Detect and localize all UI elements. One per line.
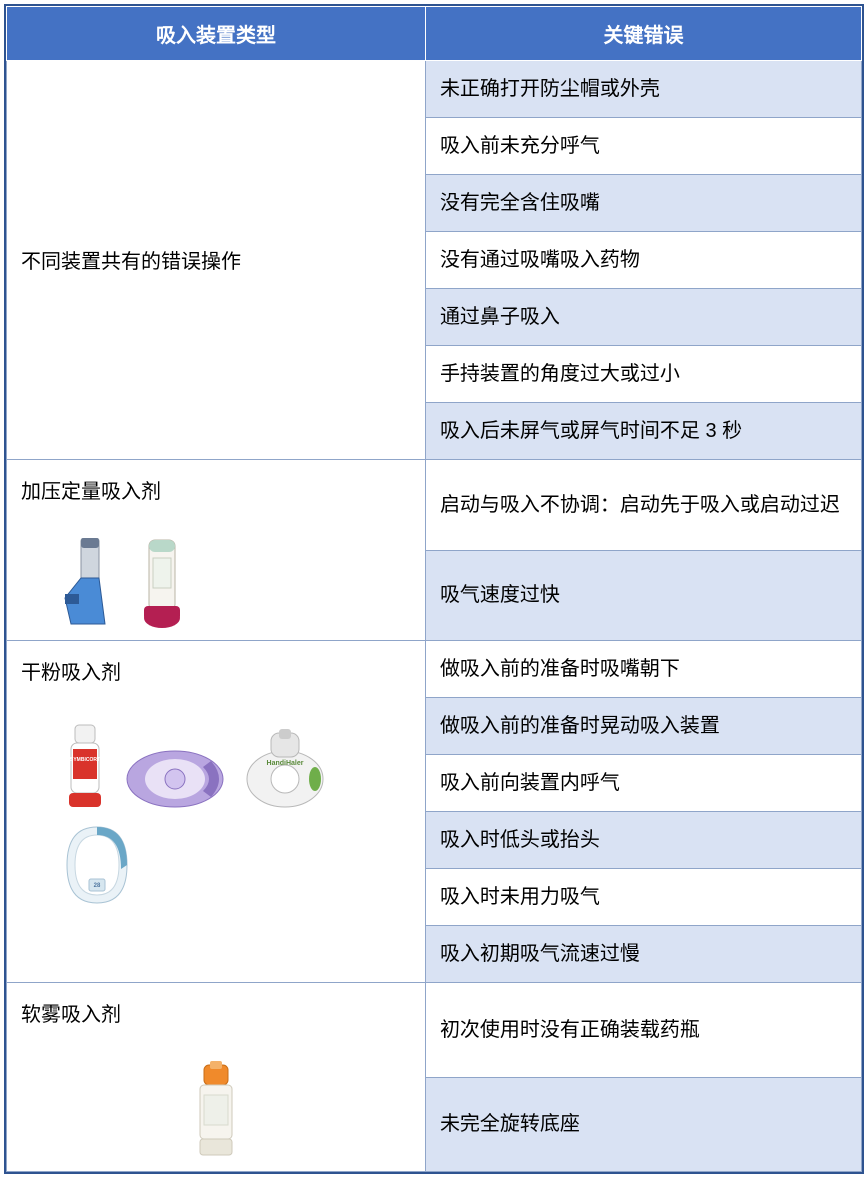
error-cell: 做吸入前的准备时晃动吸入装置 [425, 698, 861, 755]
error-cell: 吸入时未用力吸气 [425, 869, 861, 926]
device-type-cell: 加压定量吸入剂 [7, 460, 426, 641]
device-type-cell: 软雾吸入剂 [7, 983, 426, 1172]
inhaler-errors-table: 吸入装置类型 关键错误 不同装置共有的错误操作未正确打开防尘帽或外壳吸入前未充分… [6, 6, 862, 1172]
error-cell: 手持装置的角度过大或过小 [425, 346, 861, 403]
dpi-turbuhaler-icon: SYMBICORT [61, 719, 109, 811]
svg-text:SYMBICORT: SYMBICORT [70, 757, 100, 763]
svg-text:HandiHaler: HandiHaler [267, 760, 304, 767]
error-cell: 做吸入前的准备时吸嘴朝下 [425, 641, 861, 698]
device-type-label: 干粉吸入剂 [21, 655, 411, 691]
error-cell: 吸气速度过快 [425, 550, 861, 641]
error-cell: 未正确打开防尘帽或外壳 [425, 61, 861, 118]
device-type-label: 软雾吸入剂 [21, 997, 411, 1033]
table-body: 不同装置共有的错误操作未正确打开防尘帽或外壳吸入前未充分呼气没有完全含住吸嘴没有… [7, 61, 862, 1172]
error-cell: 没有通过吸嘴吸入药物 [425, 232, 861, 289]
dpi-handihaler-icon: HandiHaler [241, 729, 329, 811]
header-device-type: 吸入装置类型 [7, 7, 426, 61]
error-cell: 未完全旋转底座 [425, 1077, 861, 1172]
inhaler-errors-table-wrap: 吸入装置类型 关键错误 不同装置共有的错误操作未正确打开防尘帽或外壳吸入前未充分… [4, 4, 864, 1174]
smi-respimat-icon [190, 1061, 242, 1161]
error-cell: 启动与吸入不协调：启动先于吸入或启动过迟 [425, 460, 861, 551]
table-row: 不同装置共有的错误操作未正确打开防尘帽或外壳 [7, 61, 862, 118]
svg-text:28: 28 [94, 883, 101, 889]
table-row: 软雾吸入剂 初次使用时没有正确装载药瓶 [7, 983, 862, 1078]
error-cell: 吸入时低头或抬头 [425, 812, 861, 869]
error-cell: 吸入前未充分呼气 [425, 118, 861, 175]
mdi-inhaler-white-icon [137, 538, 189, 630]
device-type-cell: 不同装置共有的错误操作 [7, 61, 426, 460]
error-cell: 没有完全含住吸嘴 [425, 175, 861, 232]
error-cell: 通过鼻子吸入 [425, 289, 861, 346]
error-cell: 吸入后未屏气或屏气时间不足 3 秒 [425, 403, 861, 460]
device-type-cell: 干粉吸入剂 SYMBICORT HandiHaler 28 [7, 641, 426, 983]
mdi-icons [21, 538, 411, 630]
device-type-label: 加压定量吸入剂 [21, 474, 411, 510]
dpi-diskus-icon [123, 741, 227, 811]
header-key-errors: 关键错误 [425, 7, 861, 61]
table-row: 加压定量吸入剂 启动与吸入不协调：启动先于吸入或启动过迟 [7, 460, 862, 551]
error-cell: 吸入前向装置内呼气 [425, 755, 861, 812]
error-cell: 初次使用时没有正确装载药瓶 [425, 983, 861, 1078]
table-row: 干粉吸入剂 SYMBICORT HandiHaler 28 做吸入前的准备时吸嘴… [7, 641, 862, 698]
error-cell: 吸入初期吸气流速过慢 [425, 926, 861, 983]
smi-icons [21, 1061, 411, 1161]
mdi-inhaler-blue-icon [61, 538, 123, 630]
dpi-ellipta-icon: 28 [61, 825, 133, 909]
device-type-label: 不同装置共有的错误操作 [21, 244, 411, 280]
table-header-row: 吸入装置类型 关键错误 [7, 7, 862, 61]
dpi-icons: SYMBICORT HandiHaler 28 [21, 719, 411, 909]
